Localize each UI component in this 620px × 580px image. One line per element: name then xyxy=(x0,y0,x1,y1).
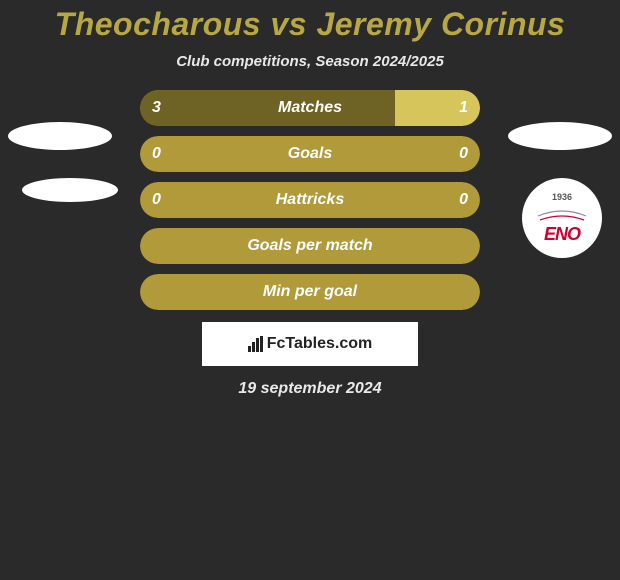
stat-label: Goals xyxy=(140,145,480,163)
stat-label: Matches xyxy=(140,99,480,117)
badge-graphic xyxy=(534,202,590,224)
player-right-ellipse-1 xyxy=(508,122,612,150)
badge-year: 1936 xyxy=(552,192,572,202)
stat-row: Min per goal xyxy=(140,274,480,310)
stat-label: Goals per match xyxy=(140,237,480,255)
stat-label: Min per goal xyxy=(140,283,480,301)
stat-label: Hattricks xyxy=(140,191,480,209)
stat-row: 31Matches xyxy=(140,90,480,126)
badge-text: ENO xyxy=(544,224,580,245)
stat-row: 00Hattricks xyxy=(140,182,480,218)
fctables-icon xyxy=(248,336,263,352)
player-left-ellipse-2 xyxy=(22,178,118,202)
fctables-watermark: FcTables.com xyxy=(202,322,418,366)
club-badge-right: 1936 ENO xyxy=(522,178,602,258)
chart-container: Theocharous vs Jeremy Corinus Club compe… xyxy=(0,0,620,398)
stat-row: 00Goals xyxy=(140,136,480,172)
player-left-ellipse-1 xyxy=(8,122,112,150)
subtitle: Club competitions, Season 2024/2025 xyxy=(0,53,620,70)
stat-row: Goals per match xyxy=(140,228,480,264)
page-title: Theocharous vs Jeremy Corinus xyxy=(0,0,620,43)
date-text: 19 september 2024 xyxy=(0,380,620,398)
fctables-text: FcTables.com xyxy=(267,335,373,353)
stats-wrapper: 31Matches 00Goals 00Hattricks Goals per mat… xyxy=(140,90,480,310)
